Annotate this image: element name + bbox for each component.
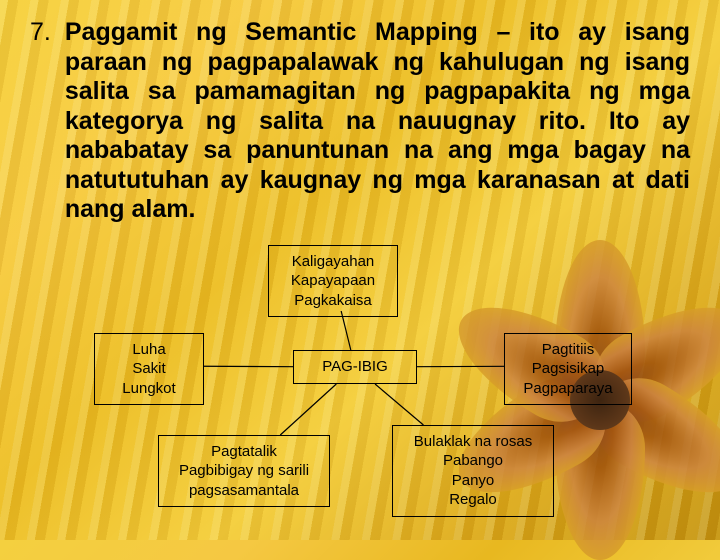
node-bottomleft: PagtatalikPagbibigay ng sarilipagsasaman… xyxy=(158,435,330,508)
semantic-map-diagram: PAG-IBIG KaligayahanKapayapaanPagkakaisa L… xyxy=(30,245,690,545)
heading: 7. Paggamit ng Semantic Mapping – ito ay… xyxy=(30,18,690,225)
node-top: KaligayahanKapayapaanPagkakaisa xyxy=(268,245,398,318)
node-bottomright: Bulaklak na rosasPabangoPanyoRegalo xyxy=(392,425,554,517)
node-right: PagtitiisPagsisikapPagpaparaya xyxy=(504,333,632,406)
item-number: 7. xyxy=(30,18,51,225)
node-left: LuhaSakitLungkot xyxy=(94,333,204,406)
paragraph-text: Paggamit ng Semantic Mapping – ito ay is… xyxy=(65,18,690,225)
slide-content: 7. Paggamit ng Semantic Mapping – ito ay… xyxy=(0,0,720,545)
node-center: PAG-IBIG xyxy=(293,350,417,384)
